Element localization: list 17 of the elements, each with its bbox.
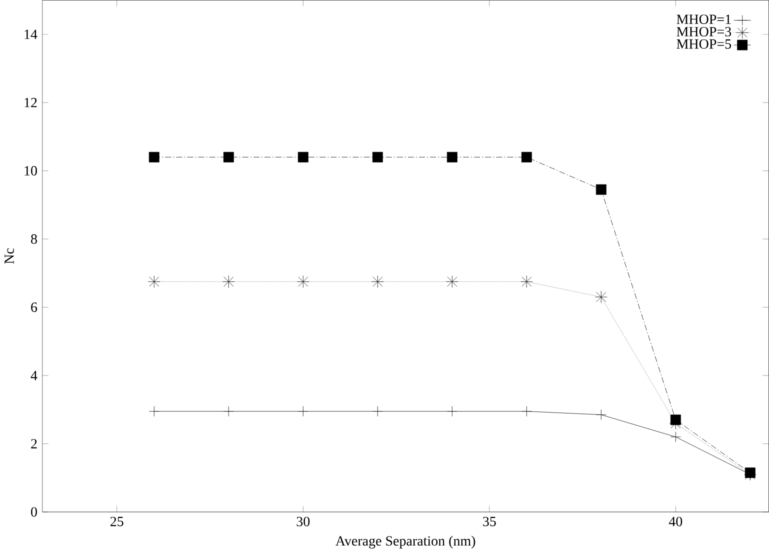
legend-label: MHOP=3: [676, 26, 732, 36]
y-tick-label: 8: [31, 234, 37, 244]
y-tick-label: 4: [30, 370, 38, 380]
y-tick-label: 10: [24, 166, 37, 176]
y-tick-label: 14: [24, 30, 38, 39]
y-tick-label: 2: [31, 439, 37, 448]
y-tick-label: 6: [31, 302, 38, 312]
x-tick-label: 40: [668, 516, 682, 526]
legend-label: MHOP=5: [676, 39, 732, 49]
y-tick-label: 12: [24, 98, 37, 108]
legend-label: MHOP=1: [676, 14, 731, 24]
x-tick-label: 25: [110, 516, 124, 526]
y-tick-label: 0: [31, 507, 37, 517]
x-tick-label: 30: [296, 516, 310, 526]
x-axis-title: Average Separation (nm): [336, 536, 476, 548]
y-axis-title: Nc: [4, 248, 14, 264]
x-tick-label: 35: [483, 516, 496, 526]
